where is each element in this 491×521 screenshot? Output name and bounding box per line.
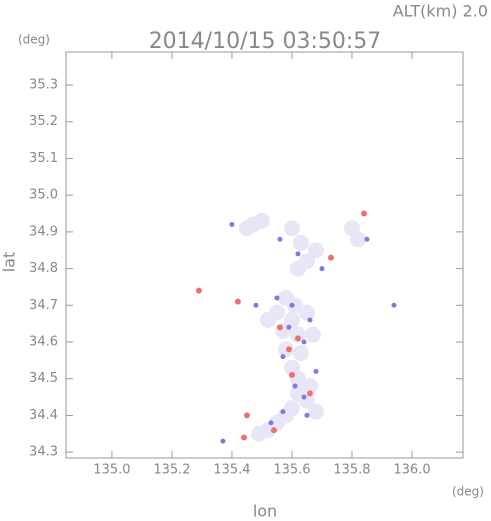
x-tick-label: 136.0 bbox=[393, 463, 430, 478]
data-point bbox=[313, 368, 319, 374]
data-point bbox=[268, 420, 274, 426]
data-point bbox=[294, 335, 301, 342]
data-point bbox=[220, 438, 226, 444]
data-point bbox=[301, 378, 318, 395]
data-point bbox=[292, 383, 298, 389]
plot-frame bbox=[65, 51, 464, 459]
data-point bbox=[304, 326, 321, 343]
data-point bbox=[229, 222, 235, 228]
x-tick-label: 135.6 bbox=[273, 463, 310, 478]
altitude: ALT(km) 2.0 bbox=[393, 2, 488, 21]
y-tick-label: 34.3 bbox=[29, 445, 58, 460]
y-tick-label: 34.7 bbox=[29, 298, 58, 313]
y-tick-label: 34.6 bbox=[29, 335, 58, 350]
data-point bbox=[270, 427, 277, 434]
data-point bbox=[295, 251, 301, 257]
data-point bbox=[259, 311, 276, 328]
data-point bbox=[307, 317, 313, 323]
data-point bbox=[234, 298, 241, 305]
data-point bbox=[285, 346, 292, 353]
y-tick-label: 34.4 bbox=[29, 408, 58, 423]
x-unit: (deg) bbox=[452, 485, 484, 499]
data-point bbox=[274, 295, 280, 301]
data-point bbox=[283, 311, 300, 328]
data-point bbox=[286, 324, 292, 330]
data-point bbox=[292, 345, 309, 362]
y-tick-label: 34.9 bbox=[29, 224, 58, 239]
y-tick-label: 35.3 bbox=[29, 78, 58, 93]
y-axis-label: lat bbox=[0, 252, 19, 273]
data-point bbox=[277, 236, 283, 242]
data-point bbox=[298, 253, 315, 270]
data-point bbox=[289, 326, 306, 343]
y-tick-label: 34.5 bbox=[29, 371, 58, 386]
data-point bbox=[276, 324, 283, 331]
data-point bbox=[391, 302, 397, 308]
data-point bbox=[289, 302, 295, 308]
x-axis-label: lon bbox=[253, 502, 277, 521]
data-point bbox=[360, 210, 367, 217]
data-point bbox=[349, 231, 366, 248]
x-tick-label: 135.8 bbox=[333, 463, 370, 478]
data-point bbox=[364, 236, 370, 242]
data-point bbox=[304, 412, 310, 418]
data-point bbox=[286, 297, 303, 314]
data-point bbox=[243, 412, 250, 419]
data-point bbox=[307, 242, 324, 259]
data-point bbox=[288, 372, 295, 379]
data-point bbox=[307, 403, 324, 420]
data-point bbox=[253, 302, 259, 308]
data-point bbox=[298, 304, 315, 321]
data-point bbox=[283, 220, 300, 237]
y-tick-label: 34.8 bbox=[29, 261, 58, 276]
data-point bbox=[280, 354, 286, 360]
data-point bbox=[327, 254, 334, 261]
data-point bbox=[238, 220, 255, 237]
data-point bbox=[240, 434, 247, 441]
data-point bbox=[292, 234, 309, 251]
data-point bbox=[306, 390, 313, 397]
x-tick-label: 135.2 bbox=[153, 463, 190, 478]
data-point bbox=[319, 266, 325, 272]
y-tick-label: 35.0 bbox=[29, 188, 58, 203]
data-point bbox=[277, 341, 294, 358]
x-tick-label: 135.0 bbox=[93, 463, 130, 478]
y-tick-label: 35.1 bbox=[29, 151, 58, 166]
y-tick-label: 35.2 bbox=[29, 114, 58, 129]
y-unit: (deg) bbox=[18, 33, 50, 47]
data-point bbox=[301, 394, 307, 400]
chart-title: 2014/10/15 03:50:57 bbox=[149, 29, 382, 54]
data-point bbox=[253, 212, 270, 229]
data-point bbox=[250, 425, 267, 442]
data-point bbox=[280, 409, 286, 415]
data-point bbox=[301, 339, 307, 345]
data-point bbox=[195, 287, 202, 294]
x-tick-label: 135.4 bbox=[213, 463, 250, 478]
